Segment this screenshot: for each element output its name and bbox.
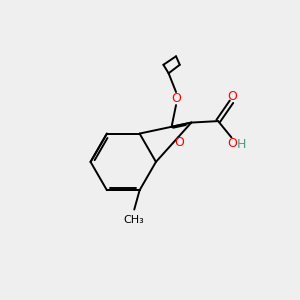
Text: O: O: [174, 136, 184, 149]
Text: O: O: [171, 92, 181, 105]
Text: CH₃: CH₃: [124, 215, 145, 226]
Text: O: O: [227, 137, 237, 150]
Text: H: H: [236, 138, 246, 151]
Text: O: O: [227, 90, 237, 103]
